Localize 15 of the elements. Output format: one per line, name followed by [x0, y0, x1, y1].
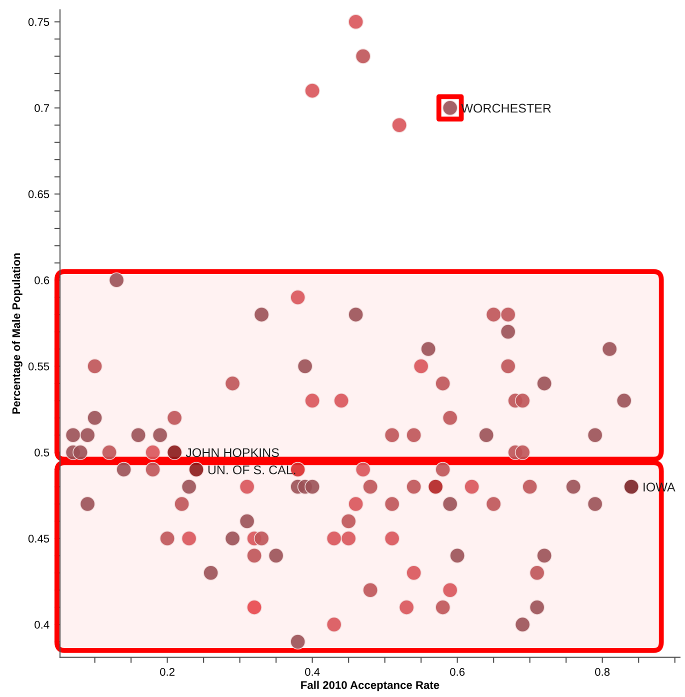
y-tick-label: 0.75: [28, 18, 50, 26]
y-tick-label: 0.45: [28, 534, 50, 543]
y-tick-label: 0.7: [34, 104, 50, 112]
x-tick-label: 0.8: [595, 668, 610, 676]
y-tick-label: 0.55: [28, 362, 50, 370]
annotation: JOHN HOPKINS: [186, 448, 279, 458]
x-tick-label: 0.6: [450, 668, 465, 676]
x-tick-label: 0.4: [305, 668, 320, 676]
y-tick-label: 0.4: [34, 620, 50, 629]
x-axis-title: Fall 2010 Acceptance Rate: [301, 680, 440, 692]
y-tick-label: 0.6: [34, 276, 50, 284]
y-tick-label: 0.65: [28, 190, 50, 198]
y-tick-label: 0.5: [34, 448, 50, 456]
y-axis-title: Percentage of Male Population: [12, 253, 22, 414]
x-tick-label: 0.2: [160, 668, 174, 676]
